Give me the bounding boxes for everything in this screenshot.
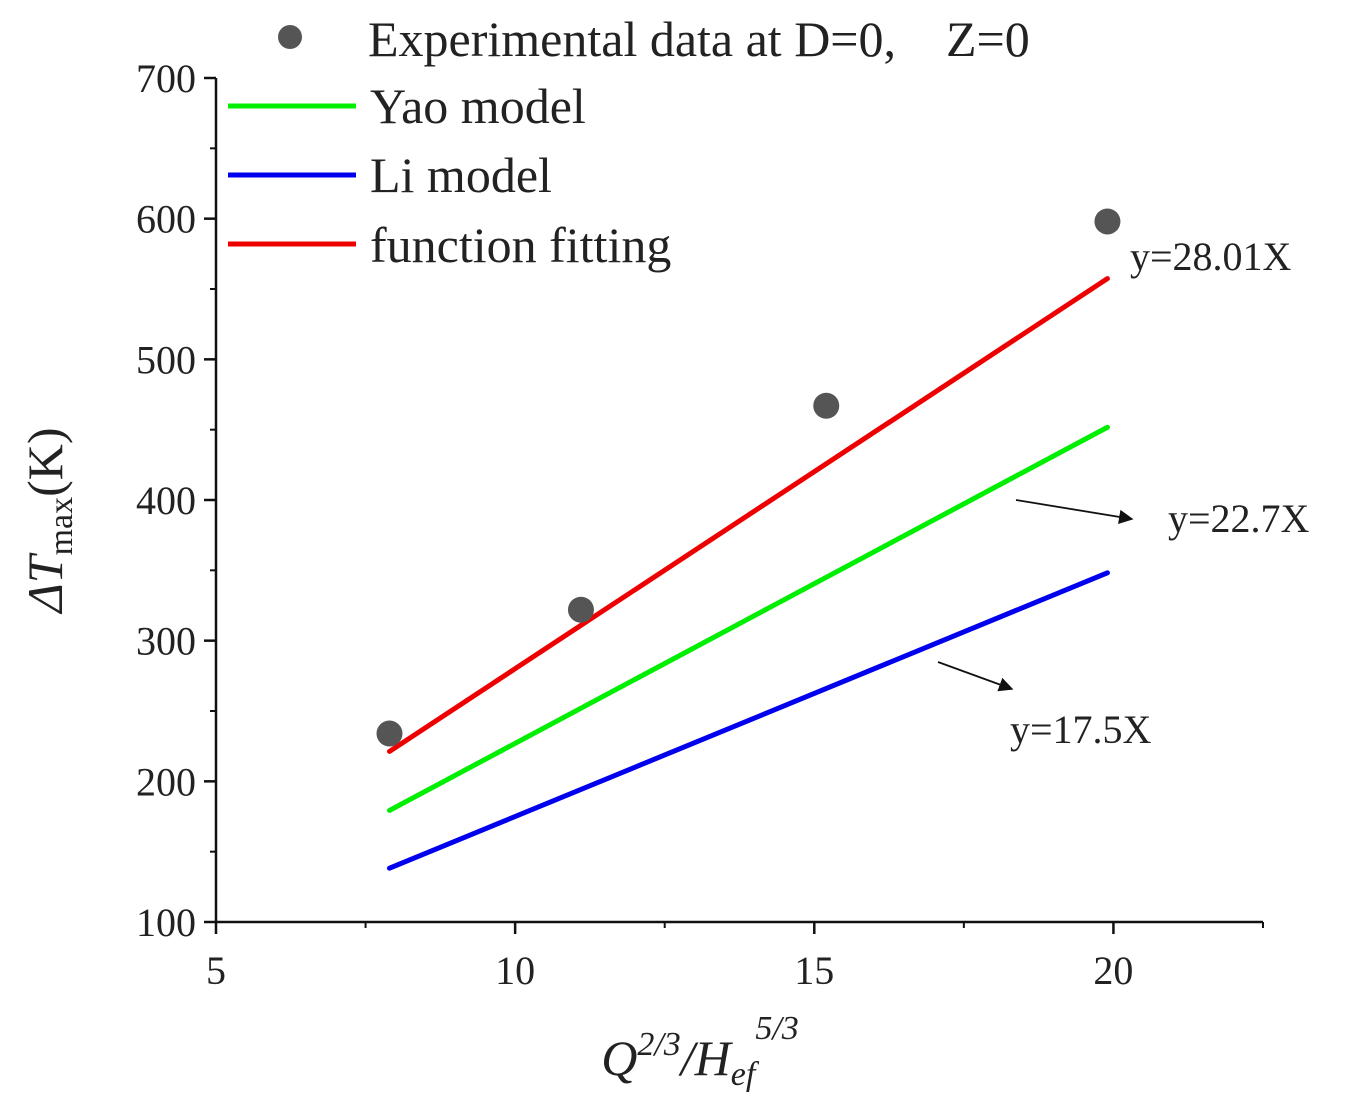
legend-label-experimental: Experimental data at D=0, Z=0 xyxy=(368,11,1030,67)
y-axis-ticks: 100 200 300 400 500 600 700 xyxy=(136,56,216,945)
x-axis-title-sup1: 2/3 xyxy=(637,1026,680,1063)
y-tick-label: 200 xyxy=(136,759,196,804)
annotation-fitting-equation: y=28.01X xyxy=(1130,234,1292,279)
data-point xyxy=(813,392,840,419)
data-point xyxy=(1094,208,1121,235)
annotation-li-equation: y=17.5X xyxy=(1010,707,1152,752)
legend-label-li: Li model xyxy=(370,147,552,203)
legend: Experimental data at D=0, Z=0 Yao model … xyxy=(228,11,1030,273)
x-tick-label: 10 xyxy=(495,948,535,993)
legend-marker-experimental xyxy=(278,25,302,49)
data-point xyxy=(567,596,594,623)
x-tick-label: 5 xyxy=(206,948,226,993)
annotation-li-arrow xyxy=(937,661,1014,692)
y-tick-label: 300 xyxy=(136,619,196,664)
series-line-li-model xyxy=(387,570,1110,871)
series-line-function-fitting xyxy=(387,276,1110,754)
series-line-yao-model xyxy=(387,424,1110,813)
legend-label-yao: Yao model xyxy=(370,78,586,134)
x-axis-title-sub: ef xyxy=(731,1056,760,1093)
x-tick-label: 15 xyxy=(794,948,834,993)
annotations: y=28.01X y=22.7X y=17.5X xyxy=(937,234,1310,752)
y-tick-label: 500 xyxy=(136,337,196,382)
annotation-yao-arrow xyxy=(1015,499,1134,525)
x-axis-title-h: /H xyxy=(678,1030,734,1086)
y-axis-title-symbol: ΔT xyxy=(17,552,73,614)
y-tick-label: 700 xyxy=(136,56,196,101)
x-axis-title-q: Q xyxy=(601,1030,637,1086)
x-tick-label: 20 xyxy=(1093,948,1133,993)
y-axis-title: ΔTmax(K) xyxy=(17,427,80,614)
axes: 100 200 300 400 500 600 700 5 10 15 20 xyxy=(136,56,1264,993)
y-tick-label: 600 xyxy=(136,197,196,242)
y-axis-title-subscript: max xyxy=(43,497,80,556)
y-tick-label: 100 xyxy=(136,900,196,945)
x-axis-ticks: 5 10 15 20 xyxy=(206,922,1264,993)
series-layer xyxy=(376,208,1121,871)
legend-label-fitting: function fitting xyxy=(370,217,671,273)
annotation-yao-equation: y=22.7X xyxy=(1168,496,1310,541)
y-tick-label: 400 xyxy=(136,478,196,523)
x-axis-title-sup2: 5/3 xyxy=(755,1010,798,1047)
x-axis-title: Q2/3/Hef 5/3 xyxy=(601,1010,799,1093)
y-axis-title-unit: (K) xyxy=(17,427,73,496)
data-point xyxy=(376,720,403,747)
